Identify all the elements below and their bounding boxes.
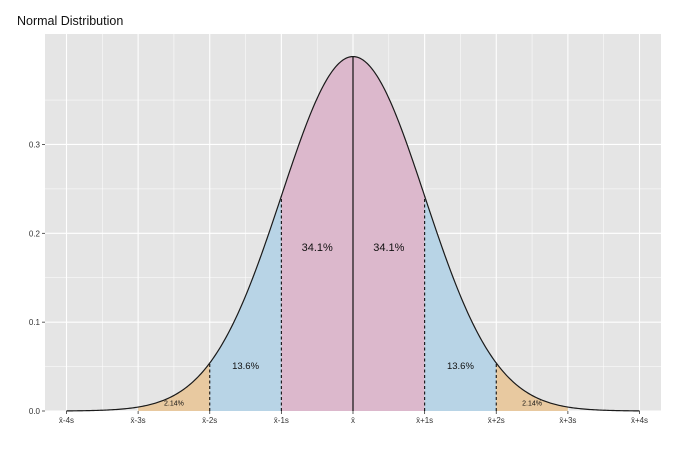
x-tick-label: x̄+2s xyxy=(488,416,505,425)
minor-gridlines xyxy=(45,34,661,411)
y-axis: 0.0 0.1 0.2 0.3 xyxy=(29,140,45,416)
x-tick-label: x̄-2s xyxy=(202,416,217,425)
vertical-lines xyxy=(209,56,497,411)
density-curve xyxy=(66,55,640,412)
y-tick-label: 0.2 xyxy=(29,229,41,238)
x-tick-label: x̄-3s xyxy=(131,416,146,425)
y-tick-label: 0.1 xyxy=(29,318,41,327)
area-percent-label: 13.6% xyxy=(447,361,474,372)
x-tick-label: x̄+3s xyxy=(559,416,576,425)
chart-title: Normal Distribution xyxy=(17,14,124,28)
area-percent-label: 2.14% xyxy=(164,401,184,408)
area-percent-label: 34.1% xyxy=(302,242,333,254)
y-tick-label: 0.0 xyxy=(29,407,41,416)
area-percent-label: 13.6% xyxy=(232,361,259,372)
region-area xyxy=(138,363,210,411)
x-tick-label: x̄+4s xyxy=(631,416,648,425)
area-percent-label: 34.1% xyxy=(373,242,404,254)
area-percent-label: 2.14% xyxy=(522,401,542,408)
x-tick-label: x̄+1s xyxy=(416,416,433,425)
region-area xyxy=(496,363,568,411)
x-tick-label: x̄ xyxy=(351,416,355,425)
x-tick-label: x̄-4s xyxy=(59,416,74,425)
x-tick-label: x̄-1s xyxy=(274,416,289,425)
area-labels: 2.14% 13.6% 34.1% 34.1% 13.6% 2.14% xyxy=(164,242,542,408)
x-axis: x̄-4s x̄-3s x̄-2s x̄-1s x̄ x̄+1s x̄+2s x̄+3s x̄+… xyxy=(59,411,648,425)
y-tick-label: 0.3 xyxy=(29,140,41,149)
